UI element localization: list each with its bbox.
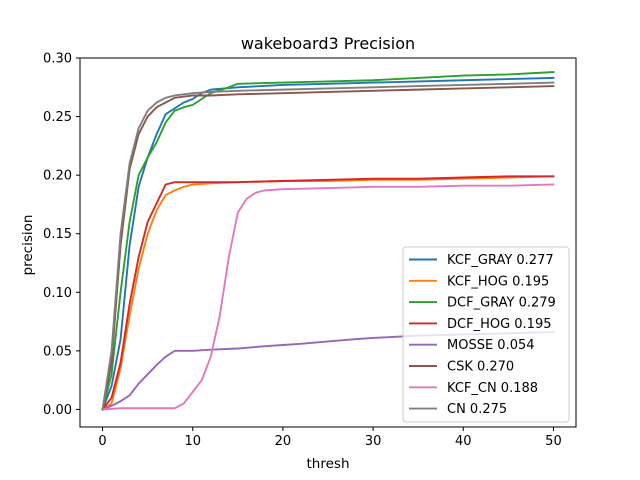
y-tick-label: 0.15 — [43, 227, 72, 242]
x-tick-label: 20 — [275, 434, 292, 449]
legend-label: KCF_CN 0.188 — [447, 381, 538, 396]
y-axis-title: precision — [20, 215, 36, 276]
axes-frame — [79, 57, 577, 428]
x-tick-label: 50 — [545, 434, 562, 449]
series-line-dcf-hog — [101, 175, 555, 411]
y-tick-label: 0.10 — [43, 286, 72, 301]
x-tick-label: 30 — [365, 434, 382, 449]
x-tick-label: 40 — [455, 434, 472, 449]
x-axis-title: thresh — [307, 456, 350, 472]
series-line-kcf-gray — [101, 76, 555, 411]
y-tick-label: 0.25 — [43, 110, 72, 125]
y-tick-label: 0.00 — [43, 403, 72, 418]
legend: KCF_GRAY 0.277 KCF_HOG 0.195 DCF_GRAY 0.27… — [402, 246, 570, 423]
legend-label: KCF_GRAY 0.277 — [447, 253, 554, 268]
legend-label: CSK 0.270 — [447, 360, 514, 375]
legend-label: DCF_GRAY 0.279 — [447, 296, 556, 311]
plot-area: 0 10 20 30 40 50 0.00 0.05 0.10 0.15 0.20 0.25 0.30 — [43, 52, 577, 449]
x-tick-label: 10 — [184, 434, 201, 449]
legend-label: CN 0.275 — [447, 402, 507, 417]
series-line-dcf-gray — [101, 71, 555, 411]
legend-box — [402, 246, 570, 423]
legend-label: KCF_HOG 0.195 — [447, 274, 549, 289]
series-line-cn — [101, 81, 555, 411]
series-line-kcf-cn — [101, 183, 555, 411]
legend-label: MOSSE 0.054 — [447, 338, 535, 353]
x-tick-label: 0 — [98, 434, 106, 449]
series-line-mosse — [101, 331, 555, 411]
series-line-kcf-hog — [101, 175, 555, 411]
legend-label: DCF_HOG 0.195 — [447, 317, 552, 332]
y-tick-label: 0.30 — [43, 52, 72, 67]
chart-title: wakeboard3 Precision — [241, 34, 415, 53]
y-tick-label: 0.20 — [43, 169, 72, 184]
y-tick-label: 0.05 — [43, 344, 72, 359]
